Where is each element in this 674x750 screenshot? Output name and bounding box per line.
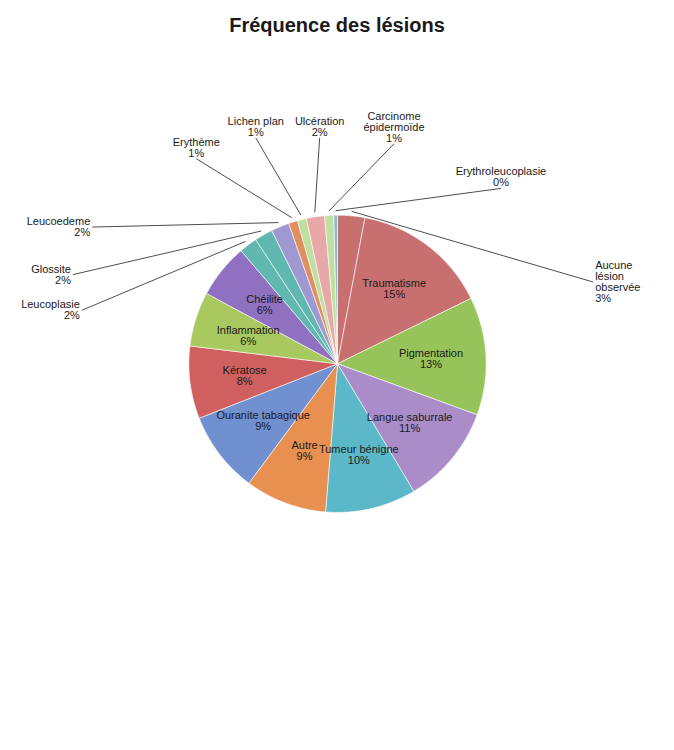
svg-text:Glossite2%: Glossite2%: [31, 263, 71, 286]
svg-text:Erythroleucoplasie0%: Erythroleucoplasie0%: [456, 165, 547, 188]
svg-text:Autre9%: Autre9%: [291, 439, 317, 462]
svg-text:Leucoedeme2%: Leucoedeme2%: [27, 215, 91, 238]
svg-text:Lichen plan1%: Lichen plan1%: [228, 115, 284, 138]
svg-text:Tumeur bénigne10%: Tumeur bénigne10%: [319, 443, 399, 466]
svg-text:Langue saburrale11%: Langue saburrale11%: [367, 411, 453, 434]
svg-text:Inflammation6%: Inflammation6%: [217, 324, 280, 347]
svg-text:Carcinomeépidermoïde1%: Carcinomeépidermoïde1%: [363, 110, 424, 144]
svg-text:Kératose8%: Kératose8%: [223, 364, 267, 387]
svg-text:Traumatisme15%: Traumatisme15%: [362, 277, 426, 300]
svg-text:Ouranite tabagique9%: Ouranite tabagique9%: [216, 409, 310, 432]
svg-text:Pigmentation13%: Pigmentation13%: [399, 347, 463, 370]
svg-text:Erythème1%: Erythème1%: [173, 136, 220, 159]
svg-text:Chéilite6%: Chéilite6%: [246, 293, 283, 316]
svg-text:Leucoplasie2%: Leucoplasie2%: [21, 298, 80, 321]
svg-text:Ulcération2%: Ulcération2%: [295, 115, 345, 138]
html-text:Fréquence des lésions: Fréquence des lésions: [229, 14, 445, 36]
svg-text:Aucunelésionobservée3%: Aucunelésionobservée3%: [595, 259, 640, 304]
